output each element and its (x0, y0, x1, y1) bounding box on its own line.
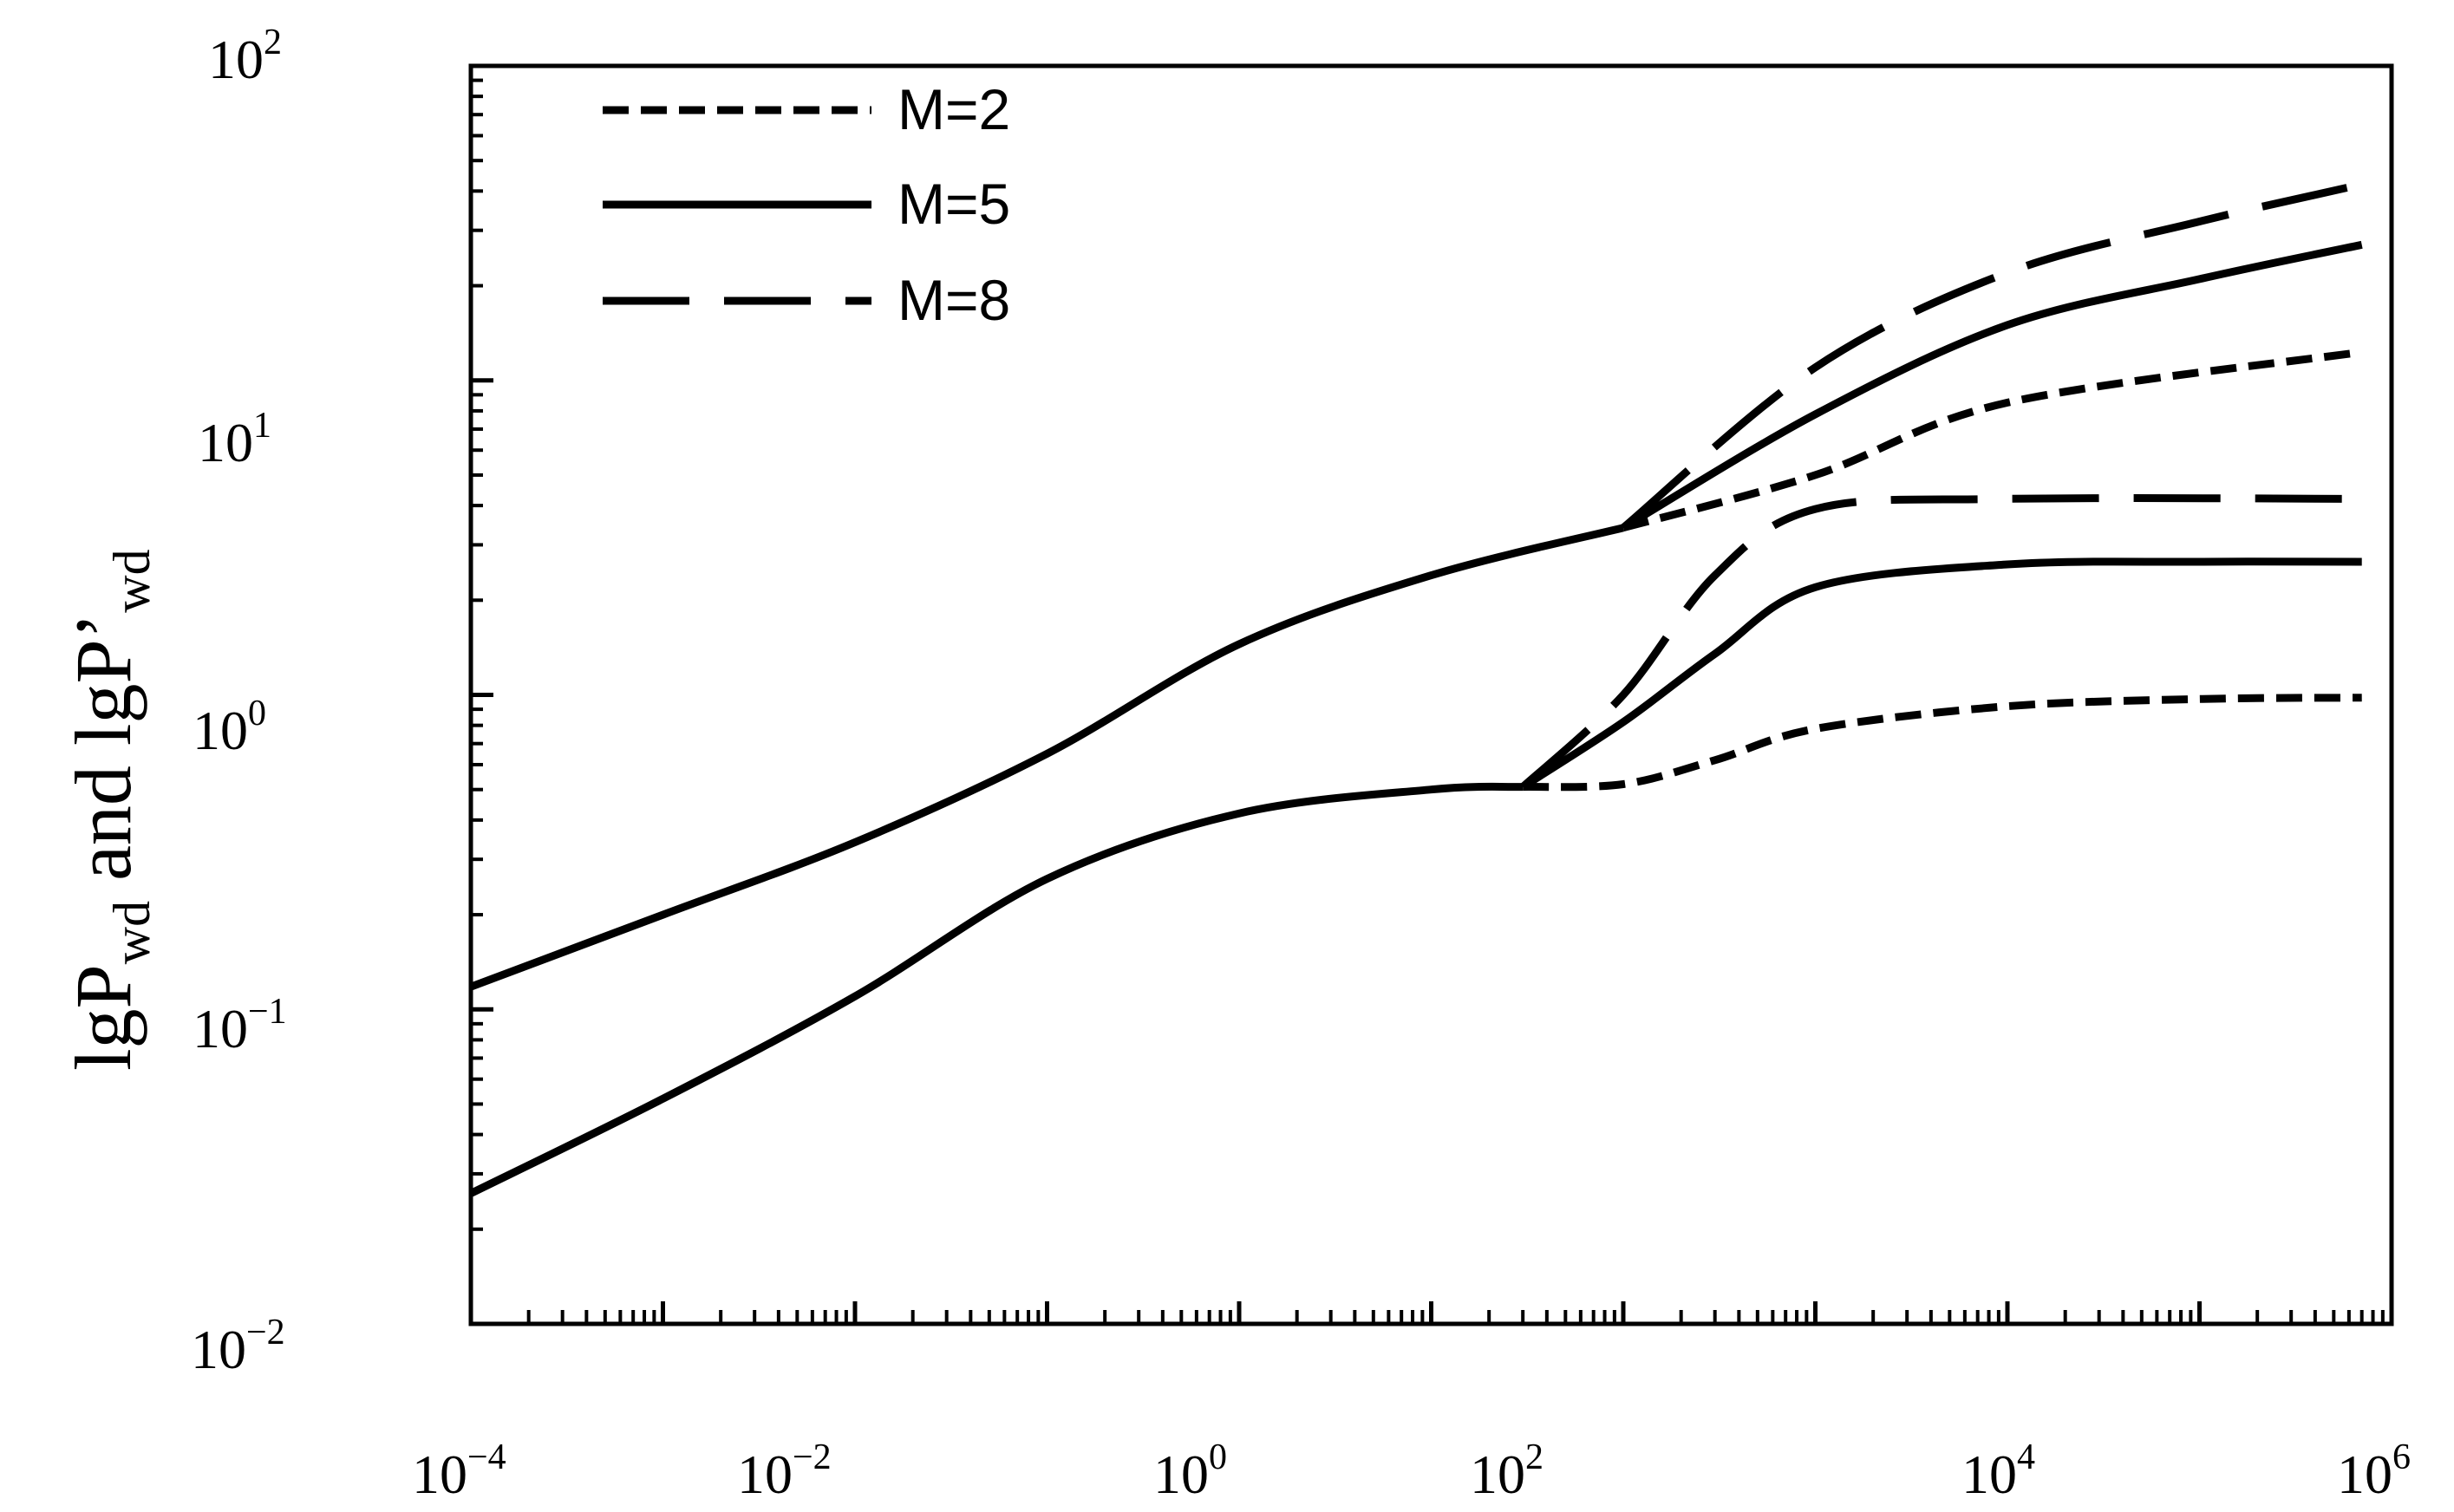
y-tick-label-1e-2: 10−2 (191, 1313, 285, 1380)
y-tick-label-1e-1: 10−1 (193, 992, 287, 1059)
series-line-m-8-derivative (1520, 494, 2362, 790)
x-tick-label-1e0: 100 (1153, 1437, 1227, 1505)
series-line-m-2-pressure (1622, 348, 2363, 532)
series-line-m-5-derivative (1520, 557, 2362, 791)
plot-frame (468, 63, 2394, 1326)
legend-label-m5: M=5 (897, 172, 1010, 236)
x-tick-label-1e-4: 10−4 (412, 1437, 506, 1505)
x-tick-labels: 10−4 10−2 100 102 104 106 (412, 1437, 2411, 1505)
x-tick-label-1e2: 102 (1470, 1437, 1544, 1505)
series-line-m-5-pressure (1621, 240, 2363, 531)
series-line-shared-derivative-curve-early-time (469, 782, 1524, 1197)
x-tick-label-1e6: 106 (2337, 1437, 2411, 1505)
series-line-shared-pressure-curve-early-time (469, 524, 1625, 991)
y-tick-label-1e2: 102 (208, 23, 282, 90)
x-minor-ticks (468, 1301, 2385, 1324)
y-tick-labels: 102 101 100 10−1 10−2 (191, 23, 287, 1380)
legend: M=2 M=5 M=8 (603, 77, 1010, 332)
series-line-m-8-pressure (1621, 180, 2363, 531)
y-tick-label-1e0: 100 (193, 694, 266, 761)
legend-label-m8: M=8 (897, 268, 1010, 332)
x-tick-label-1e4: 104 (1961, 1437, 2035, 1505)
y-axis-label: lgPwd and lgP’wd (59, 549, 160, 1071)
x-tick-label-1e-2: 10−2 (737, 1437, 832, 1505)
data-curves (469, 180, 2363, 1197)
series-line-m-2-derivative (1523, 694, 2362, 792)
legend-label-m2: M=2 (897, 77, 1010, 141)
y-tick-label-1e1: 101 (198, 406, 271, 473)
